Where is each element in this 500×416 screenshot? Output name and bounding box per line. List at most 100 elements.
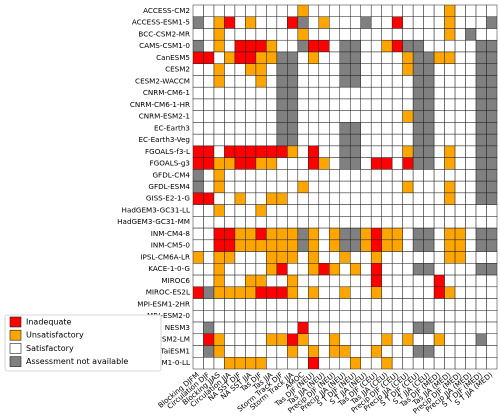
cell bbox=[360, 321, 372, 335]
cell bbox=[224, 345, 236, 358]
cell bbox=[370, 310, 382, 323]
cell bbox=[486, 204, 498, 217]
cell bbox=[465, 251, 477, 264]
cell bbox=[203, 75, 215, 88]
cell bbox=[192, 333, 204, 346]
cell bbox=[192, 16, 204, 29]
cell bbox=[308, 286, 320, 299]
cell bbox=[318, 16, 330, 29]
cell bbox=[224, 75, 236, 88]
cell bbox=[465, 145, 477, 158]
cell bbox=[203, 216, 215, 229]
cell bbox=[433, 157, 445, 170]
cell bbox=[287, 180, 299, 194]
cell bbox=[224, 298, 236, 311]
cell bbox=[266, 357, 278, 370]
cell bbox=[370, 239, 382, 252]
cell bbox=[454, 86, 466, 100]
cell bbox=[412, 251, 424, 264]
cell bbox=[370, 298, 382, 311]
cell bbox=[454, 133, 466, 147]
cell bbox=[423, 157, 435, 170]
cell bbox=[433, 216, 445, 229]
cell bbox=[423, 321, 435, 335]
cell bbox=[381, 63, 393, 76]
cell bbox=[329, 310, 341, 323]
y-tick-label: CNRM-CM6-1-HR bbox=[130, 100, 190, 109]
cell bbox=[255, 192, 267, 205]
cell bbox=[475, 204, 487, 217]
cell bbox=[213, 357, 225, 370]
cell bbox=[329, 298, 341, 311]
cell bbox=[255, 321, 267, 335]
cell bbox=[213, 321, 225, 335]
cell bbox=[192, 298, 204, 311]
cell bbox=[349, 145, 361, 158]
cell bbox=[266, 86, 278, 100]
cell bbox=[349, 63, 361, 76]
cell bbox=[276, 86, 288, 100]
cell bbox=[381, 16, 393, 29]
cell bbox=[444, 51, 456, 64]
cell bbox=[486, 133, 498, 147]
cell bbox=[203, 298, 215, 311]
cell bbox=[255, 263, 267, 276]
cell bbox=[475, 63, 487, 76]
cell bbox=[276, 39, 288, 53]
cell bbox=[475, 110, 487, 123]
cell bbox=[287, 345, 299, 358]
cell bbox=[213, 263, 225, 276]
cell bbox=[486, 298, 498, 311]
cell bbox=[245, 204, 257, 217]
cell bbox=[318, 75, 330, 88]
cell bbox=[391, 16, 403, 29]
cell bbox=[276, 216, 288, 229]
cell bbox=[433, 251, 445, 264]
cell bbox=[329, 86, 341, 100]
y-tick-label: CNRM-ESM2-1 bbox=[139, 112, 190, 121]
legend-label: Assessment not available bbox=[26, 357, 128, 366]
cell bbox=[391, 133, 403, 147]
cell bbox=[381, 333, 393, 346]
cell bbox=[266, 157, 278, 170]
cell bbox=[486, 345, 498, 358]
cell bbox=[381, 110, 393, 123]
cell bbox=[465, 28, 477, 41]
cell bbox=[287, 227, 299, 241]
cell bbox=[266, 133, 278, 147]
cell bbox=[402, 239, 414, 252]
cell bbox=[360, 204, 372, 217]
cell bbox=[245, 216, 257, 229]
cell bbox=[454, 310, 466, 323]
y-tick-label: INM-CM4-8 bbox=[151, 229, 191, 238]
cell bbox=[360, 310, 372, 323]
cell bbox=[465, 157, 477, 170]
cell bbox=[224, 145, 236, 158]
cell bbox=[224, 16, 236, 29]
cell bbox=[192, 286, 204, 299]
cell bbox=[234, 357, 246, 370]
cell bbox=[475, 357, 487, 370]
cell bbox=[391, 39, 403, 53]
cell bbox=[444, 298, 456, 311]
cell bbox=[360, 63, 372, 76]
cell bbox=[192, 216, 204, 229]
y-tick-label: CESM2-WACCM bbox=[135, 76, 190, 85]
cell bbox=[245, 169, 257, 182]
cell bbox=[339, 28, 351, 41]
cell bbox=[402, 251, 414, 264]
cell bbox=[444, 321, 456, 335]
cell bbox=[213, 169, 225, 182]
cell bbox=[224, 227, 236, 241]
cell bbox=[192, 263, 204, 276]
cell bbox=[423, 86, 435, 100]
cell bbox=[308, 298, 320, 311]
cell bbox=[287, 263, 299, 276]
cell bbox=[486, 39, 498, 53]
cell bbox=[276, 110, 288, 123]
y-tick-label: TaiESM1 bbox=[160, 346, 190, 355]
cell bbox=[402, 98, 414, 111]
cell bbox=[245, 357, 257, 370]
cell bbox=[234, 122, 246, 135]
cell bbox=[381, 4, 393, 17]
